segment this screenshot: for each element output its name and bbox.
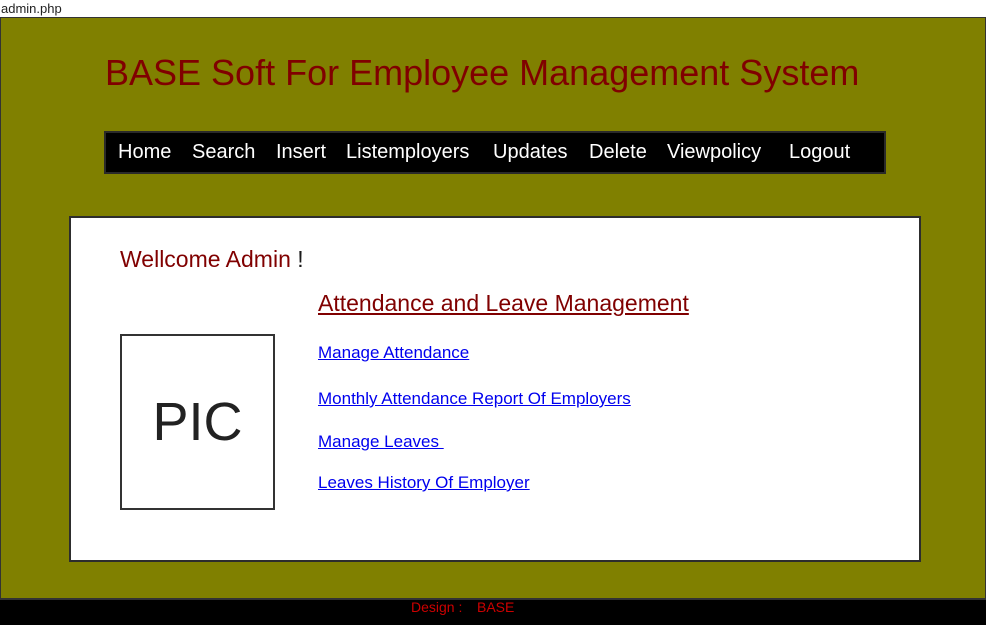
manage-leaves-link[interactable]: Manage Leaves [318, 432, 444, 451]
footer-design-label: Design : [411, 599, 467, 615]
pic-label: PIC [152, 392, 243, 452]
monthly-attendance-report-link[interactable]: Monthly Attendance Report Of Employers [318, 389, 631, 408]
welcome-message: Wellcome Admin ! [120, 244, 304, 274]
nav-delete-link[interactable]: Delete [589, 141, 647, 163]
welcome-exclamation: ! [297, 246, 304, 272]
welcome-text: Wellcome Admin [120, 246, 291, 272]
leaves-history-link[interactable]: Leaves History Of Employer [318, 473, 530, 492]
section-heading: Attendance and Leave Management [318, 290, 689, 316]
manage-attendance-link[interactable]: Manage Attendance [318, 343, 470, 362]
footer: Design : BASE [0, 599, 986, 625]
nav-updates-link[interactable]: Updates [493, 141, 568, 163]
profile-picture-placeholder: PIC [120, 334, 275, 510]
nav-listemployers-link[interactable]: Listemployers [346, 141, 470, 163]
nav-home-link[interactable]: Home [118, 141, 172, 163]
window-title: admin.php [1, 1, 62, 16]
page-frame: BASE Soft For Employee Management System… [0, 17, 986, 599]
nav-logout-link[interactable]: Logout [789, 141, 851, 163]
content-panel: Wellcome Admin ! PIC Attendance and Leav… [69, 216, 921, 562]
main-nav: Home Search Insert Listemployers Updates… [104, 131, 886, 174]
nav-search-link[interactable]: Search [192, 141, 256, 163]
nav-insert-link[interactable]: Insert [276, 141, 327, 163]
footer-design-value: BASE [477, 599, 515, 615]
site-title: BASE Soft For Employee Management System [105, 52, 860, 93]
nav-viewpolicy-link[interactable]: Viewpolicy [667, 141, 762, 163]
